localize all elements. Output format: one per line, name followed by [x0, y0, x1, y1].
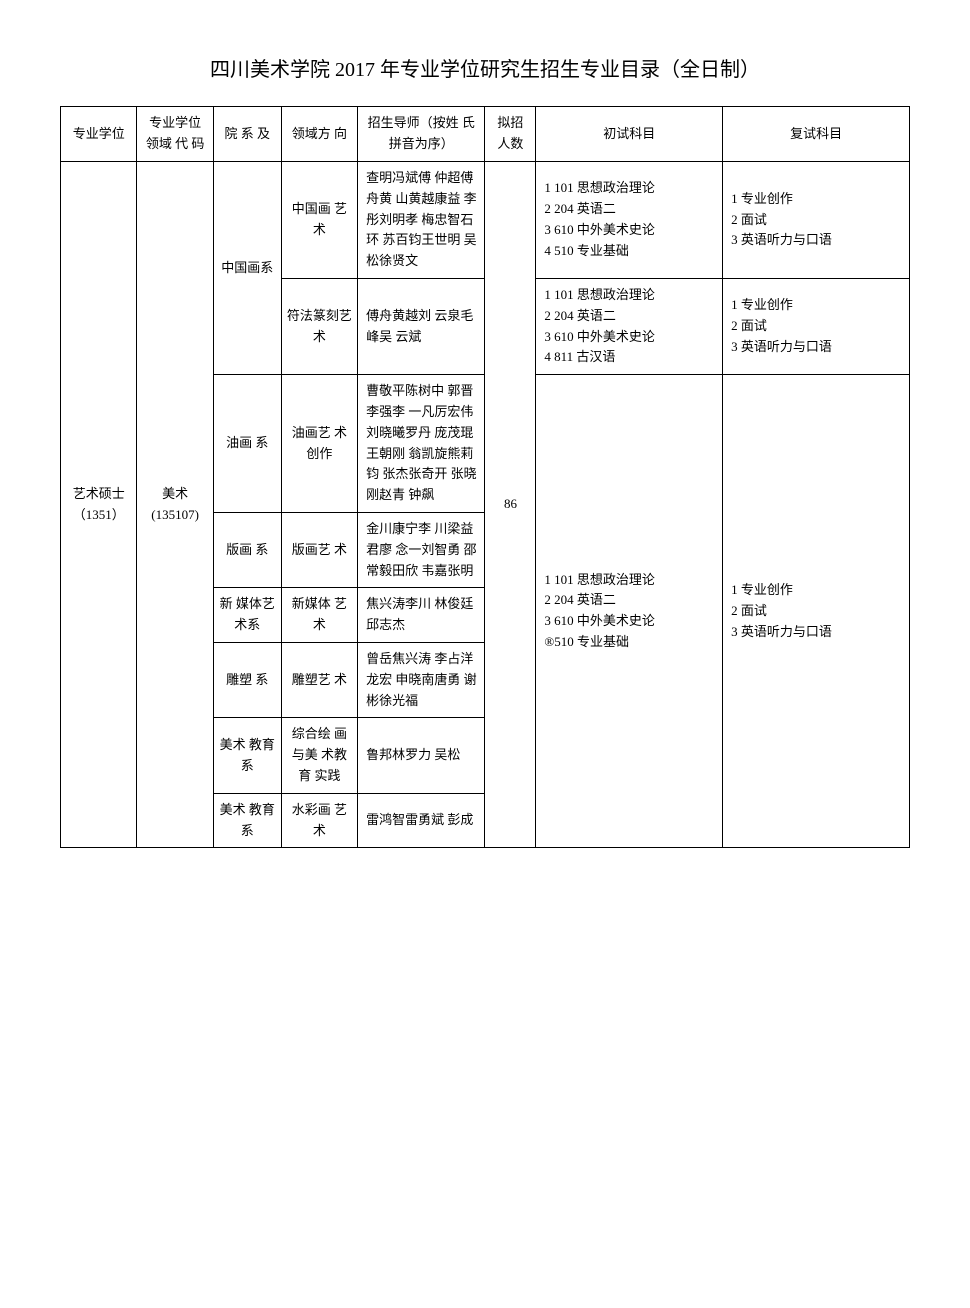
hdr-quota: 拟招 人数	[485, 107, 536, 162]
cell-advisors: 查明冯斌傅 仲超傅舟黄 山黄越康益 李彤刘明孝 梅忠智石环 苏百钧王世明 吴松徐…	[358, 161, 485, 278]
cell-dept: 美术 教育 系	[213, 718, 281, 793]
cell-advisors: 焦兴涛李川 林俊廷邱志杰	[358, 588, 485, 643]
cell-direction: 版画艺 术	[281, 512, 357, 587]
page-title: 四川美术学院 2017 年专业学位研究生招生专业目录（全日制）	[60, 53, 910, 82]
table-header-row: 专业学位 专业学位 领域 代 码 院 系 及 领域方 向 招生导师（按姓 氏拼音…	[61, 107, 910, 162]
cell-direction: 水彩画 艺术	[281, 793, 357, 848]
cell-field-code: 美术 (135107)	[137, 161, 213, 847]
cell-advisors: 曾岳焦兴涛 李占洋龙宏 申晓南唐勇 谢彬徐光福	[358, 642, 485, 717]
cell-dept: 雕塑 系	[213, 642, 281, 717]
cell-prelim: 1 101 思想政治理论2 204 英语二3 610 中外美术史论4 510 专…	[536, 161, 723, 278]
cell-advisors: 曹敬平陈树中 郭晋李强李 一凡厉宏伟 刘晓曦罗丹 庞茂琨王朝刚 翁凯旋熊莉钧 张…	[358, 375, 485, 513]
cell-advisors: 傅舟黄越刘 云泉毛峰吴 云斌	[358, 278, 485, 374]
cell-advisors: 金川康宁李 川梁益君廖 念一刘智勇 邵常毅田欣 韦嘉张明	[358, 512, 485, 587]
cell-retest-shared: 1 专业创作2 面试3 英语听力与口语	[723, 375, 910, 848]
cell-quota: 86	[485, 161, 536, 847]
hdr-dept: 院 系 及	[213, 107, 281, 162]
cell-dept: 美术 教育 系	[213, 793, 281, 848]
cell-direction: 油画艺 术创作	[281, 375, 357, 513]
cell-dept: 新 媒体艺术系	[213, 588, 281, 643]
cell-advisors: 鲁邦林罗力 吴松	[358, 718, 485, 793]
cell-retest: 1 专业创作2 面试3 英语听力与口语	[723, 278, 910, 374]
cell-dept: 版画 系	[213, 512, 281, 587]
hdr-direction: 领域方 向	[281, 107, 357, 162]
catalog-table: 专业学位 专业学位 领域 代 码 院 系 及 领域方 向 招生导师（按姓 氏拼音…	[60, 106, 910, 848]
hdr-degree: 专业学位	[61, 107, 137, 162]
hdr-prelim: 初试科目	[536, 107, 723, 162]
cell-prelim-shared: 1 101 思想政治理论2 204 英语二3 610 中外美术史论®510 专业…	[536, 375, 723, 848]
cell-direction: 符法篆刻艺术	[281, 278, 357, 374]
cell-dept: 油画 系	[213, 375, 281, 513]
cell-direction: 综合绘 画与美 术教育 实践	[281, 718, 357, 793]
cell-advisors: 雷鸿智雷勇斌 彭成	[358, 793, 485, 848]
cell-retest: 1 专业创作2 面试3 英语听力与口语	[723, 161, 910, 278]
hdr-retest: 复试科目	[723, 107, 910, 162]
cell-direction: 新媒体 艺术	[281, 588, 357, 643]
cell-dept: 中国画系	[213, 161, 281, 374]
cell-prelim: 1 101 思想政治理论2 204 英语二3 610 中外美术史论4 811 古…	[536, 278, 723, 374]
hdr-advisors: 招生导师（按姓 氏拼音为序）	[358, 107, 485, 162]
cell-direction: 雕塑艺 术	[281, 642, 357, 717]
hdr-field-code: 专业学位 领域 代 码	[137, 107, 213, 162]
cell-direction: 中国画 艺术	[281, 161, 357, 278]
cell-degree: 艺术硕士（1351）	[61, 161, 137, 847]
table-row: 艺术硕士（1351） 美术 (135107) 中国画系 中国画 艺术 查明冯斌傅…	[61, 161, 910, 278]
